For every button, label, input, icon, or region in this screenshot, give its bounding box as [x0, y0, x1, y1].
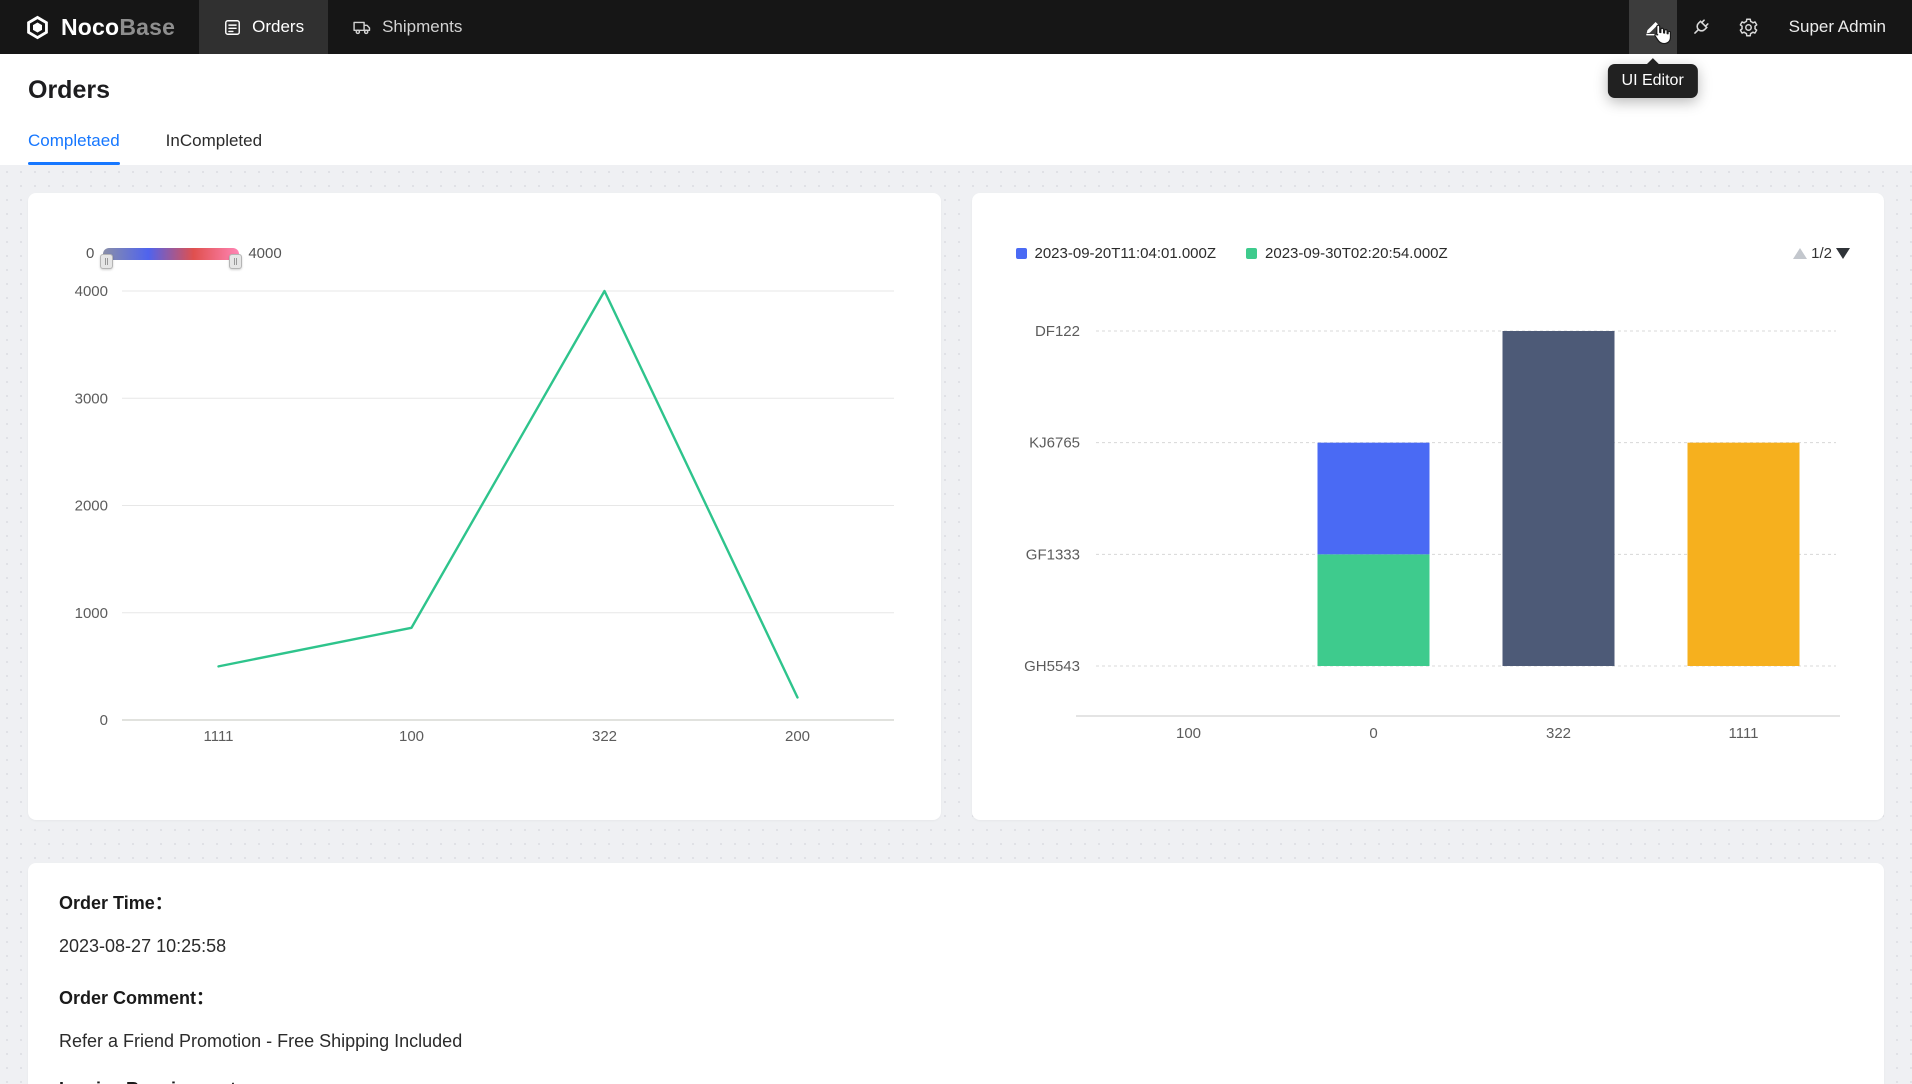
svg-text:0: 0 [1369, 725, 1377, 742]
bar-chart-svg[interactable]: GH5543 GF1333 KJ6765 DF122 100 0 322 1111 [972, 193, 1872, 758]
nav-item-label: Orders [252, 17, 305, 36]
ui-editor-button[interactable]: UI Editor [1607, 0, 1698, 98]
legend-swatch-blue [1015, 248, 1027, 259]
svg-text:3000: 3000 [75, 390, 108, 407]
plugin-manager-button[interactable] [1677, 0, 1725, 54]
page-header: Orders Completaed InCompleted [0, 54, 1912, 165]
settings-button[interactable] [1725, 0, 1773, 54]
nocobase-logo[interactable]: NocoBase [0, 0, 199, 54]
bar-chart-legend: 2023-09-20T11:04:01.000Z 2023-09-30T02:2… [1015, 245, 1850, 262]
gradient-handle-max[interactable] [229, 253, 243, 269]
legend-item[interactable]: 2023-09-20T11:04:01.000Z [1015, 245, 1217, 262]
field-label: Invoice Requirement [59, 1079, 1853, 1084]
gradient-legend: 0 4000 [86, 245, 282, 269]
svg-text:1111: 1111 [1728, 725, 1758, 742]
svg-text:GH5543: GH5543 [1024, 658, 1080, 675]
gradient-legend-bar[interactable] [100, 247, 243, 269]
content-area: 0 4000 0 1000 2000 3000 4000 1111 100 322 200 20… [0, 165, 1912, 1084]
ui-editor-tooltip: UI Editor [1607, 64, 1698, 98]
gradient-max-label: 4000 [248, 245, 282, 262]
order-details-card: Order Time： 2023-08-27 10:25:58 Order Co… [28, 863, 1884, 1084]
gradient-handle-min[interactable] [100, 253, 114, 269]
logo-text-secondary: Base [119, 13, 176, 40]
field-label: Order Time： [59, 893, 173, 913]
field-value: Refer a Friend Promotion - Free Shipping… [59, 1031, 463, 1051]
ui-editor-pen-icon [1643, 17, 1663, 37]
svg-text:200: 200 [785, 728, 810, 745]
topbar-right: UI Editor Super Admin [1607, 0, 1912, 98]
line-chart-card: 0 4000 0 1000 2000 3000 4000 1111 100 322 200 [28, 193, 941, 820]
field-order-comment: Order Comment： Refer a Friend Promotion … [59, 984, 1853, 1052]
tab-incompleted[interactable]: InCompleted [166, 131, 262, 165]
tab-completaed[interactable]: Completaed [28, 131, 120, 165]
charts-row: 0 4000 0 1000 2000 3000 4000 1111 100 322 200 20… [28, 193, 1884, 820]
svg-text:100: 100 [399, 728, 424, 745]
svg-text:322: 322 [592, 728, 617, 745]
nav-item-shipments[interactable]: Shipments [328, 0, 486, 54]
svg-text:KJ6765: KJ6765 [1029, 435, 1080, 452]
svg-text:1111: 1111 [203, 728, 233, 745]
logo-text-primary: Noco [61, 13, 120, 40]
pager-up-icon[interactable] [1793, 248, 1808, 259]
main-nav: Orders Shipments [199, 0, 486, 54]
legend-label: 2023-09-30T02:20:54.000Z [1265, 245, 1448, 262]
legend-pager: 1/2 [1793, 245, 1850, 262]
svg-text:2000: 2000 [75, 498, 108, 515]
svg-text:0: 0 [100, 712, 108, 729]
legend-label: 2023-09-20T11:04:01.000Z [1034, 245, 1217, 262]
legend-swatch-green [1246, 248, 1258, 259]
svg-text:100: 100 [1175, 725, 1200, 742]
user-menu[interactable]: Super Admin [1788, 17, 1886, 36]
field-value: 2023-08-27 10:25:58 [59, 936, 227, 956]
field-label: Order Comment： [59, 988, 215, 1008]
gear-icon [1738, 17, 1759, 38]
field-invoice-requirement: Invoice Requirement [59, 1079, 1853, 1084]
nav-item-label: Shipments [382, 17, 463, 36]
shipments-icon [352, 17, 372, 37]
ui-editor-tooltip-label: UI Editor [1621, 72, 1684, 89]
svg-text:1000: 1000 [75, 605, 108, 622]
pager-count: 1/2 [1811, 245, 1832, 262]
bar-chart-card: 2023-09-20T11:04:01.000Z 2023-09-30T02:2… [971, 193, 1884, 820]
plugin-plug-icon [1690, 17, 1711, 38]
page-title: Orders [28, 76, 110, 104]
svg-text:GF1333: GF1333 [1025, 546, 1079, 563]
tab-label: Completaed [28, 131, 120, 150]
svg-text:4000: 4000 [75, 283, 108, 300]
svg-text:322: 322 [1545, 725, 1570, 742]
svg-text:DF122: DF122 [1034, 323, 1079, 340]
nav-item-orders[interactable]: Orders [199, 0, 329, 54]
nocobase-logo-icon [24, 14, 51, 41]
pager-down-icon[interactable] [1836, 248, 1850, 259]
line-chart-svg[interactable]: 0 1000 2000 3000 4000 1111 100 322 200 [28, 193, 928, 758]
field-order-time: Order Time： 2023-08-27 10:25:58 [59, 889, 1853, 957]
legend-item[interactable]: 2023-09-30T02:20:54.000Z [1246, 245, 1448, 262]
gradient-min-label: 0 [86, 245, 95, 262]
orders-icon [223, 18, 242, 37]
tab-label: InCompleted [165, 131, 263, 150]
top-navbar: NocoBase Orders Shipments [0, 0, 1912, 98]
tabs-bar: Completaed InCompleted [28, 131, 1884, 165]
